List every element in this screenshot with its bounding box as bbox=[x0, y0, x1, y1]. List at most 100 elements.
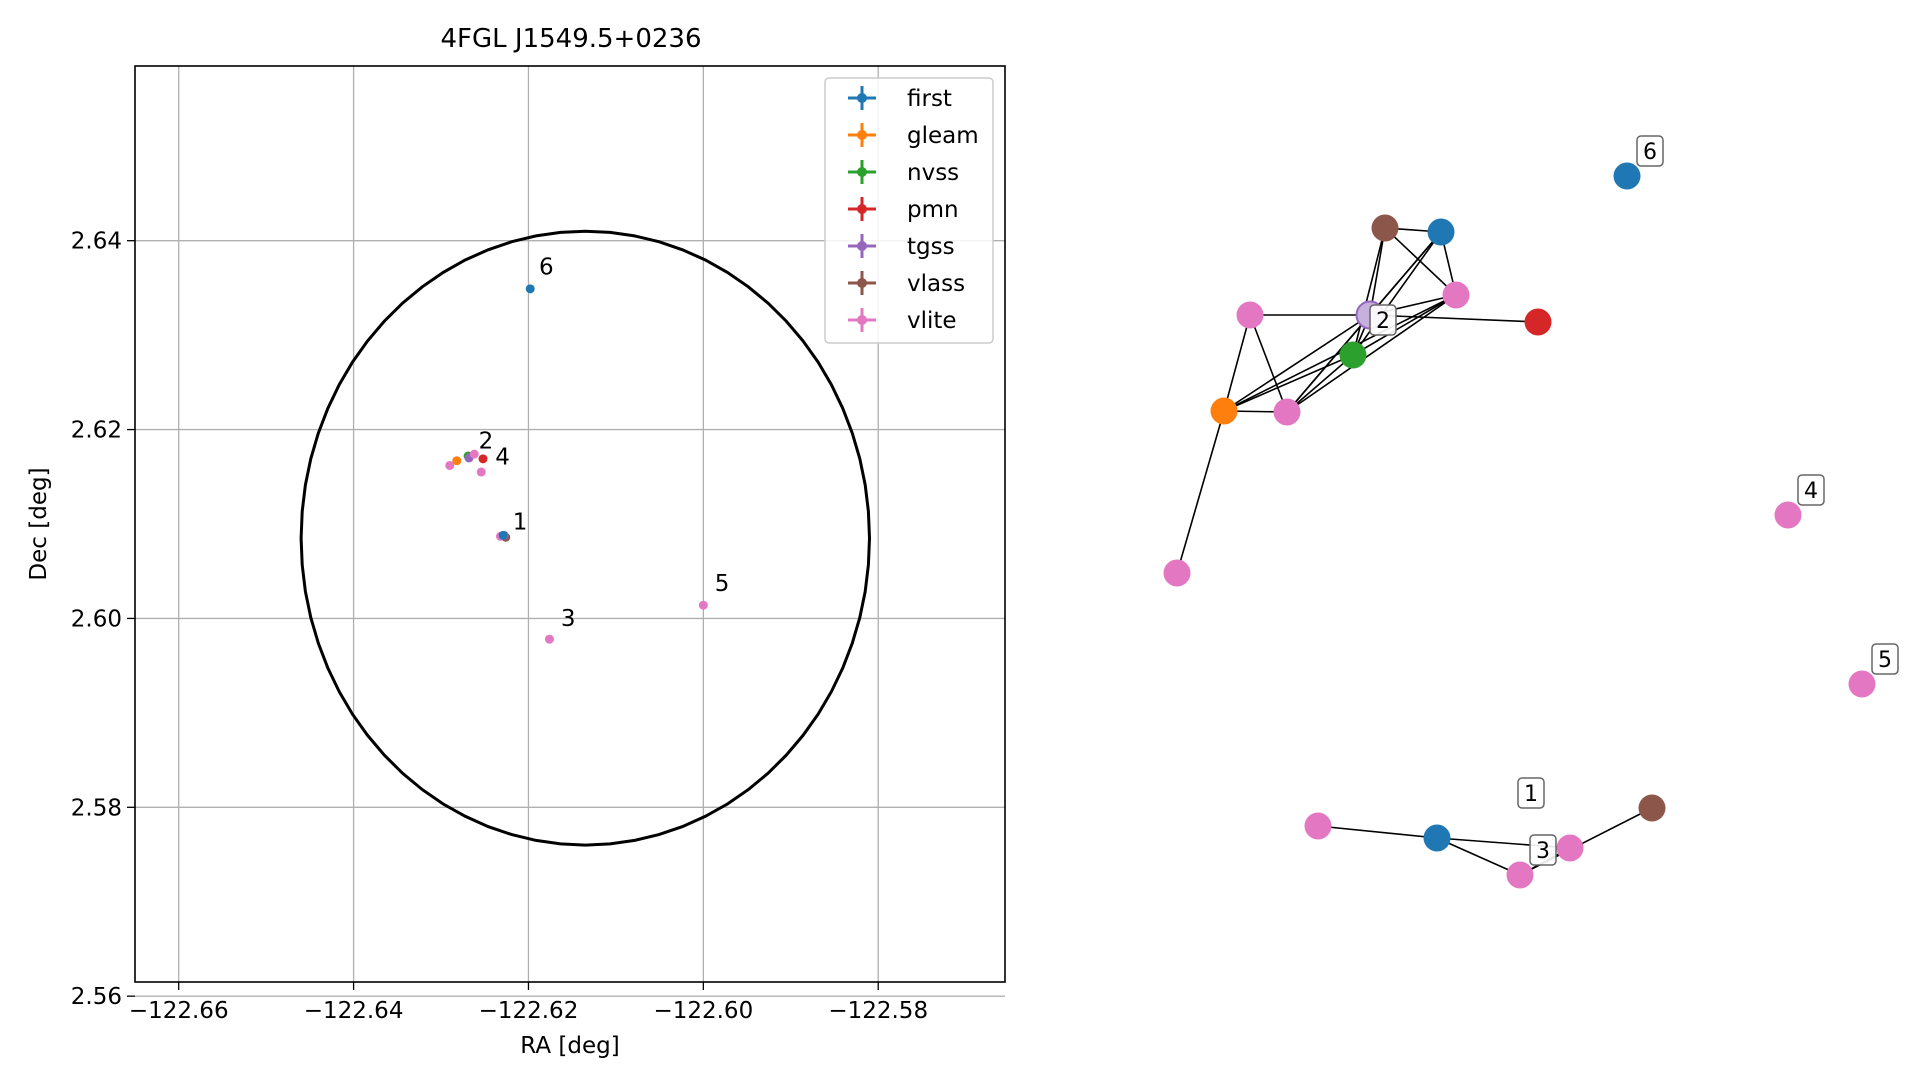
network-graph: 6 2 4 5 1 3 bbox=[1163, 135, 1899, 889]
graph-label-box bbox=[1636, 135, 1664, 167]
graph-node-gleam bbox=[1210, 397, 1238, 425]
point-label: 1 bbox=[513, 510, 528, 536]
point-labels: 6 24 1 3 5 bbox=[479, 255, 730, 632]
legend-label: nvss bbox=[907, 160, 959, 186]
legend-marker-dot bbox=[857, 278, 867, 288]
point-pmn bbox=[478, 454, 488, 464]
graph-node-vlite bbox=[1556, 834, 1584, 862]
graph-edge bbox=[1286, 314, 1371, 413]
graph-edge bbox=[1223, 354, 1354, 412]
point-label: 2 bbox=[479, 428, 494, 454]
x-tick-label: −122.62 bbox=[479, 998, 579, 1024]
point-label: 3 bbox=[561, 606, 576, 632]
y-tick-label: 2.64 bbox=[71, 229, 122, 255]
graph-node-vlite bbox=[1506, 861, 1534, 889]
graph-node-vlass bbox=[1371, 214, 1399, 242]
point-vlite bbox=[445, 460, 455, 470]
point-first bbox=[498, 530, 508, 540]
graph-edge bbox=[1317, 825, 1438, 839]
axis-ticks: −122.66 −122.64 −122.62 −122.60 −122.58 2.56 2… bbox=[71, 229, 928, 1024]
y-axis-label: Dec [deg] bbox=[26, 467, 52, 580]
graph-node-vlite bbox=[1774, 501, 1802, 529]
graph-node-vlite bbox=[1442, 281, 1470, 309]
graph-node-vlite bbox=[1848, 670, 1876, 698]
graph-label-text: 1 bbox=[1524, 782, 1538, 807]
graph-edge bbox=[1436, 837, 1521, 876]
graph-edge bbox=[1286, 354, 1354, 413]
x-tick-label: −122.60 bbox=[653, 998, 753, 1024]
plot-frame bbox=[134, 65, 1006, 983]
point-gleam bbox=[452, 456, 462, 466]
graph-node-first bbox=[1613, 162, 1641, 190]
graph-label: 6 bbox=[1636, 135, 1664, 167]
legend-box bbox=[824, 77, 994, 344]
legend-marker-dot bbox=[857, 130, 867, 140]
legend-item-vlass: vlass bbox=[848, 271, 965, 297]
point-vlite bbox=[698, 600, 708, 610]
point-vlite bbox=[469, 449, 479, 459]
point-vlite bbox=[544, 634, 554, 644]
x-tick-label: −122.66 bbox=[129, 998, 229, 1024]
point-label: 4 bbox=[495, 445, 510, 471]
y-tick-label: 2.56 bbox=[71, 984, 122, 1010]
y-tick-label: 2.62 bbox=[71, 418, 122, 444]
graph-labels: 6 2 4 5 1 3 bbox=[1369, 135, 1899, 866]
legend-item-vlite: vlite bbox=[848, 308, 957, 334]
graph-label-box bbox=[1517, 777, 1545, 809]
legend-marker-dot bbox=[857, 204, 867, 214]
graph-label-box bbox=[1369, 304, 1397, 336]
legend-item-first: first bbox=[848, 86, 952, 112]
graph-node-vlite bbox=[1163, 559, 1191, 587]
graph-edge bbox=[1286, 294, 1457, 413]
graph-label-text: 4 bbox=[1804, 479, 1818, 504]
legend-marker-dot bbox=[857, 167, 867, 177]
x-axis-label: RA [deg] bbox=[520, 1033, 619, 1059]
graph-label: 1 bbox=[1517, 777, 1545, 809]
legend-item-tgss: tgss bbox=[848, 234, 955, 260]
legend-marker-dot bbox=[857, 315, 867, 325]
legend-label: vlite bbox=[907, 308, 957, 334]
graph-node-vlite bbox=[1304, 812, 1332, 840]
x-tick-label: −122.64 bbox=[304, 998, 404, 1024]
graph-label-box bbox=[1871, 643, 1899, 675]
graph-edge bbox=[1223, 314, 1251, 412]
legend-label: gleam bbox=[907, 123, 979, 149]
graph-edge bbox=[1249, 314, 1288, 413]
point-first bbox=[525, 284, 535, 294]
graph-node-vlass bbox=[1638, 794, 1666, 822]
point-label: 5 bbox=[715, 571, 730, 597]
scatter-points bbox=[445, 284, 708, 644]
legend-label: first bbox=[907, 86, 952, 112]
legend-item-pmn: pmn bbox=[848, 197, 959, 223]
graph-label: 4 bbox=[1797, 474, 1825, 506]
graph-node-vlite bbox=[1236, 301, 1264, 329]
legend: first gleam nvss pmn tgss vlass vlite bbox=[824, 77, 994, 344]
graph-label-box bbox=[1529, 834, 1557, 866]
legend-label: tgss bbox=[907, 234, 955, 260]
graph-node-nvss bbox=[1339, 341, 1367, 369]
graph-node-first bbox=[1423, 824, 1451, 852]
y-tick-label: 2.58 bbox=[71, 795, 122, 821]
graph-node-pmn bbox=[1524, 308, 1552, 336]
graph-edge bbox=[1352, 231, 1442, 356]
graph-edge bbox=[1352, 294, 1457, 356]
legend-marker-dot bbox=[857, 93, 867, 103]
x-tick-label: −122.58 bbox=[828, 998, 928, 1024]
legend-label: vlass bbox=[907, 271, 965, 297]
legend-marker-dot bbox=[857, 241, 867, 251]
graph-node-first bbox=[1427, 218, 1455, 246]
legend-item-nvss: nvss bbox=[848, 160, 959, 186]
graph-edge bbox=[1369, 314, 1539, 323]
graph-label: 5 bbox=[1871, 643, 1899, 675]
point-vlite bbox=[476, 467, 486, 477]
graph-edge bbox=[1223, 314, 1371, 412]
point-label: 6 bbox=[539, 255, 554, 281]
localization-circle bbox=[299, 229, 872, 847]
graph-edge bbox=[1369, 227, 1386, 316]
y-tick-label: 2.60 bbox=[71, 606, 122, 632]
graph-edge bbox=[1352, 227, 1386, 356]
graph-label-text: 6 bbox=[1643, 140, 1657, 165]
graph-label-text: 5 bbox=[1878, 648, 1892, 673]
graph-label-text: 2 bbox=[1376, 309, 1390, 334]
